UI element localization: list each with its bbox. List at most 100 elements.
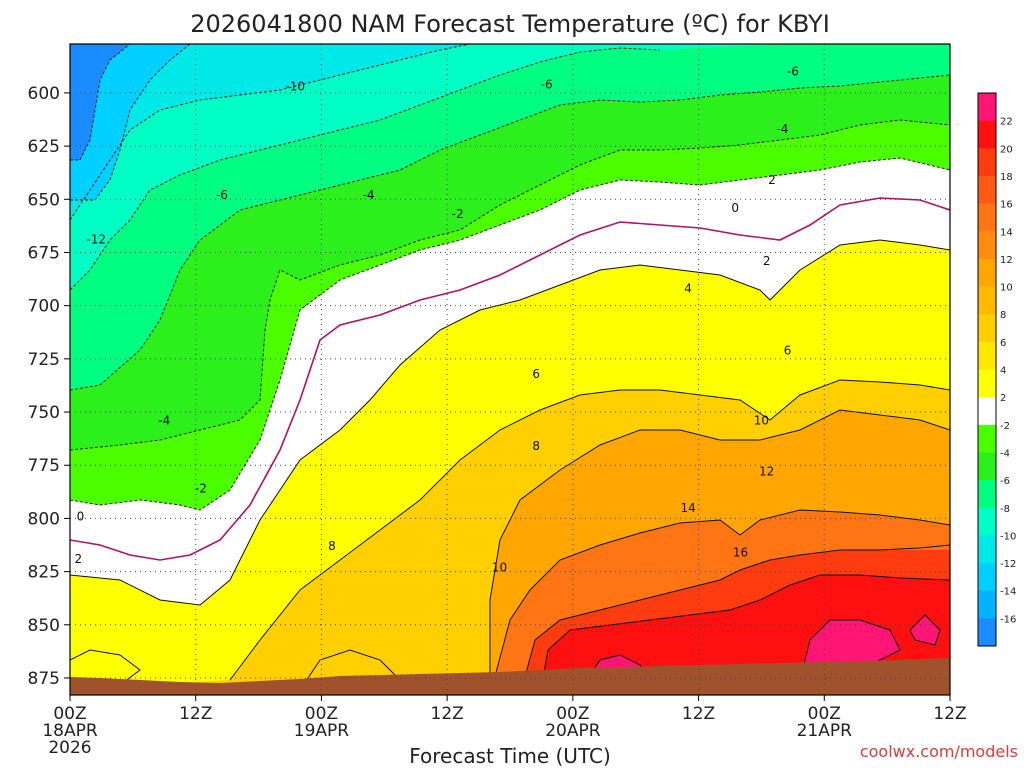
contour-label: -2 [452,207,464,221]
x-tick-label: 12Z [933,704,966,724]
band-orange-14 [490,510,950,695]
colorbar-segment [978,231,996,260]
contour-label: 8 [532,439,540,453]
y-tick-label: 675 [28,243,60,263]
contour-label: 10 [492,560,507,574]
isotherm-dashed-neg [70,44,950,511]
colorbar-label: 16 [1000,200,1013,211]
colorbar-segment [978,480,996,509]
y-axis: 600 625 650 675 700 725 750 775 800 825 850 875 [28,84,70,689]
colorbar-segment [978,203,996,232]
contour-label: -6 [216,188,228,202]
colorbar-segment [978,175,996,205]
colorbar-segment [978,563,996,592]
contour-label: -2 [195,482,207,496]
colorbar-label: -6 [1000,476,1010,487]
colorbar-segment [978,369,996,398]
credit-text: coolwx.com/models [860,742,1018,761]
colorbar-segment [978,507,996,536]
colorbar-label: 20 [1000,144,1013,155]
colorbar-label: -8 [1000,504,1010,515]
contour-label: 0 [731,201,739,215]
colorbar-label: -14 [1000,587,1016,598]
x-tick-label: 12Z [431,704,464,724]
colorbar-frame [977,92,997,647]
x-tick-label: 2026 [48,738,91,758]
contour-label: 2 [75,552,83,566]
band-cyan-12 [70,44,470,220]
x-tick-label: 00Z [53,704,86,724]
x-tick-label: 00Z [305,704,338,724]
y-tick-label: 850 [28,616,60,636]
contour-label: -10 [285,80,305,94]
contour-label: -6 [541,77,553,91]
plot-frame [69,43,951,696]
contour-labels: -10 -6 -6 -4 2 0 2 -6 -4 -2 -12 4 6 -4 6 10 8 12 -2 14 0 8 16 2… [75,65,799,575]
colorbar-label: 4 [1000,366,1006,377]
grid [70,44,950,695]
contour-label: 12 [759,465,774,479]
band-green-6 [70,75,950,450]
plot-area [70,44,950,695]
band-white-0 [70,158,950,605]
y-tick-label: 700 [28,297,60,317]
colorbar-segment [978,535,996,564]
contour-label: 4 [684,282,692,296]
colorbar-label: 18 [1000,172,1013,183]
contour-label: 0 [77,509,85,523]
contour-label: 2 [763,254,771,268]
colorbar-segment [978,341,996,370]
colorbar-label: -10 [1000,531,1016,542]
colorbar-segment [978,424,996,453]
y-tick-label: 775 [28,456,60,476]
terrain [70,658,950,695]
colorbar-segment [978,590,996,619]
y-tick-label: 750 [28,403,60,423]
contour-label: 6 [532,367,540,381]
colorbar-segment [978,452,996,481]
x-tick-label: 21APR [797,721,853,741]
colorbar-label: -4 [1000,448,1010,459]
x-tick-label: 12Z [682,704,715,724]
contour-label: 14 [680,501,695,515]
x-tick-label: 00Z [556,704,589,724]
colorbar-segment [978,286,996,315]
band-green-2-4 [70,120,950,510]
colorbar-label: 12 [1000,255,1013,266]
y-tick-label: 725 [28,350,60,370]
band-yellow-6-8 [70,380,950,695]
y-tick-label: 875 [28,669,60,689]
contour-label: 10 [754,414,769,428]
colorbar-label: 10 [1000,283,1013,294]
band-aqua-10 [70,44,800,290]
band-yellow-2-4 [70,240,950,695]
colorbar-segment [978,120,996,149]
contour-label: -4 [776,122,788,136]
colorbar-segment [978,148,996,177]
x-tick-label: 19APR [294,721,350,741]
x-tick-label: 12Z [179,704,212,724]
colorbar-label: 2 [1000,393,1006,404]
y-tick-label: 650 [28,190,60,210]
contour-label: -12 [86,233,106,247]
colorbar-label: -2 [1000,421,1010,432]
isotherm-zero [70,197,950,561]
contour-label: 8 [328,539,336,553]
colorbar-label: -16 [1000,614,1016,625]
y-tick-label: 600 [28,84,60,104]
colorbar-segment [978,258,996,288]
y-tick-label: 800 [28,509,60,529]
contour-label: 6 [784,343,792,357]
y-tick-label: 625 [28,137,60,157]
contour-label: -4 [363,188,375,202]
colorbar-label: 8 [1000,310,1006,321]
band-seafoam-8 [70,44,950,390]
contour-label: -6 [787,65,799,79]
contour-label: 2 [768,173,776,187]
colorbar-label: 6 [1000,338,1006,349]
colorbar-label: 22 [1000,117,1013,128]
x-axis-label: Forecast Time (UTC) [409,744,611,768]
colorbar-segment [978,93,996,122]
colorbar-segment [978,314,996,343]
